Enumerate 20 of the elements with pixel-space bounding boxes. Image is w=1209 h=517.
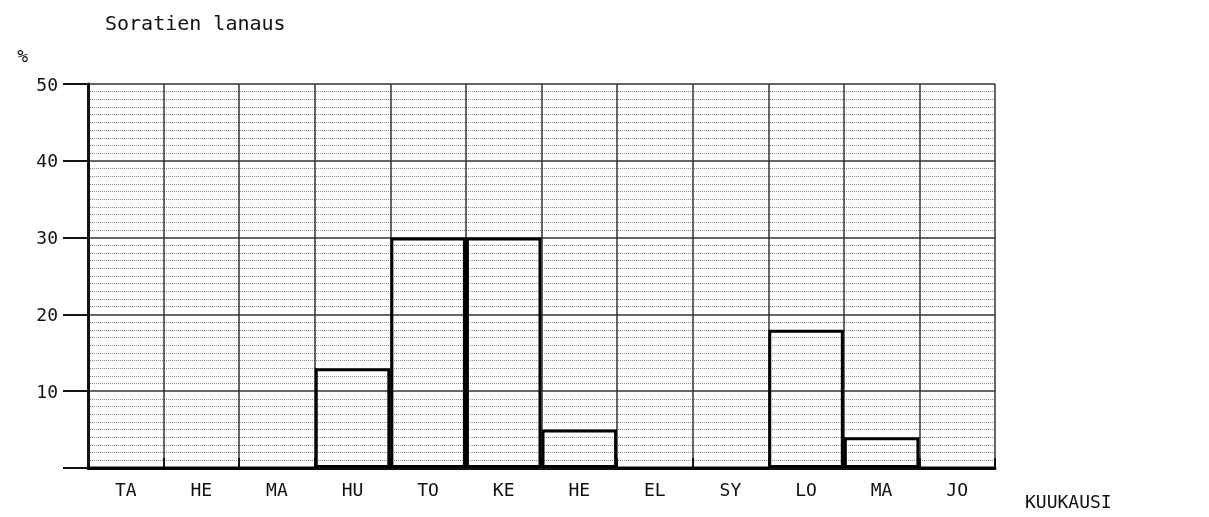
x-tick-label: TO (417, 478, 439, 500)
x-tick-label: LO (795, 478, 817, 500)
y-axis-title: % (17, 44, 29, 66)
x-tick-label: TA (114, 478, 137, 500)
y-tick-label: 50 (36, 73, 58, 95)
chart-title: Soratien lanaus (105, 11, 286, 35)
y-tick-label: 10 (36, 380, 58, 402)
x-tick-label: SY (719, 478, 742, 500)
y-tick-label: 30 (36, 227, 58, 249)
x-tick-label: EL (644, 478, 666, 500)
x-tick-label: MA (870, 478, 893, 500)
y-tick-label: 20 (36, 303, 58, 325)
x-tick-label: HE (190, 478, 213, 500)
x-tick-label: KE (492, 478, 515, 500)
y-tick-label: 40 (36, 150, 58, 172)
x-axis-title: KUUKAUSI (1025, 490, 1112, 512)
x-tick-label: JO (946, 478, 969, 500)
x-tick-label: HU (341, 478, 364, 500)
x-tick-label: MA (266, 478, 288, 500)
x-tick-label: HE (568, 478, 591, 500)
